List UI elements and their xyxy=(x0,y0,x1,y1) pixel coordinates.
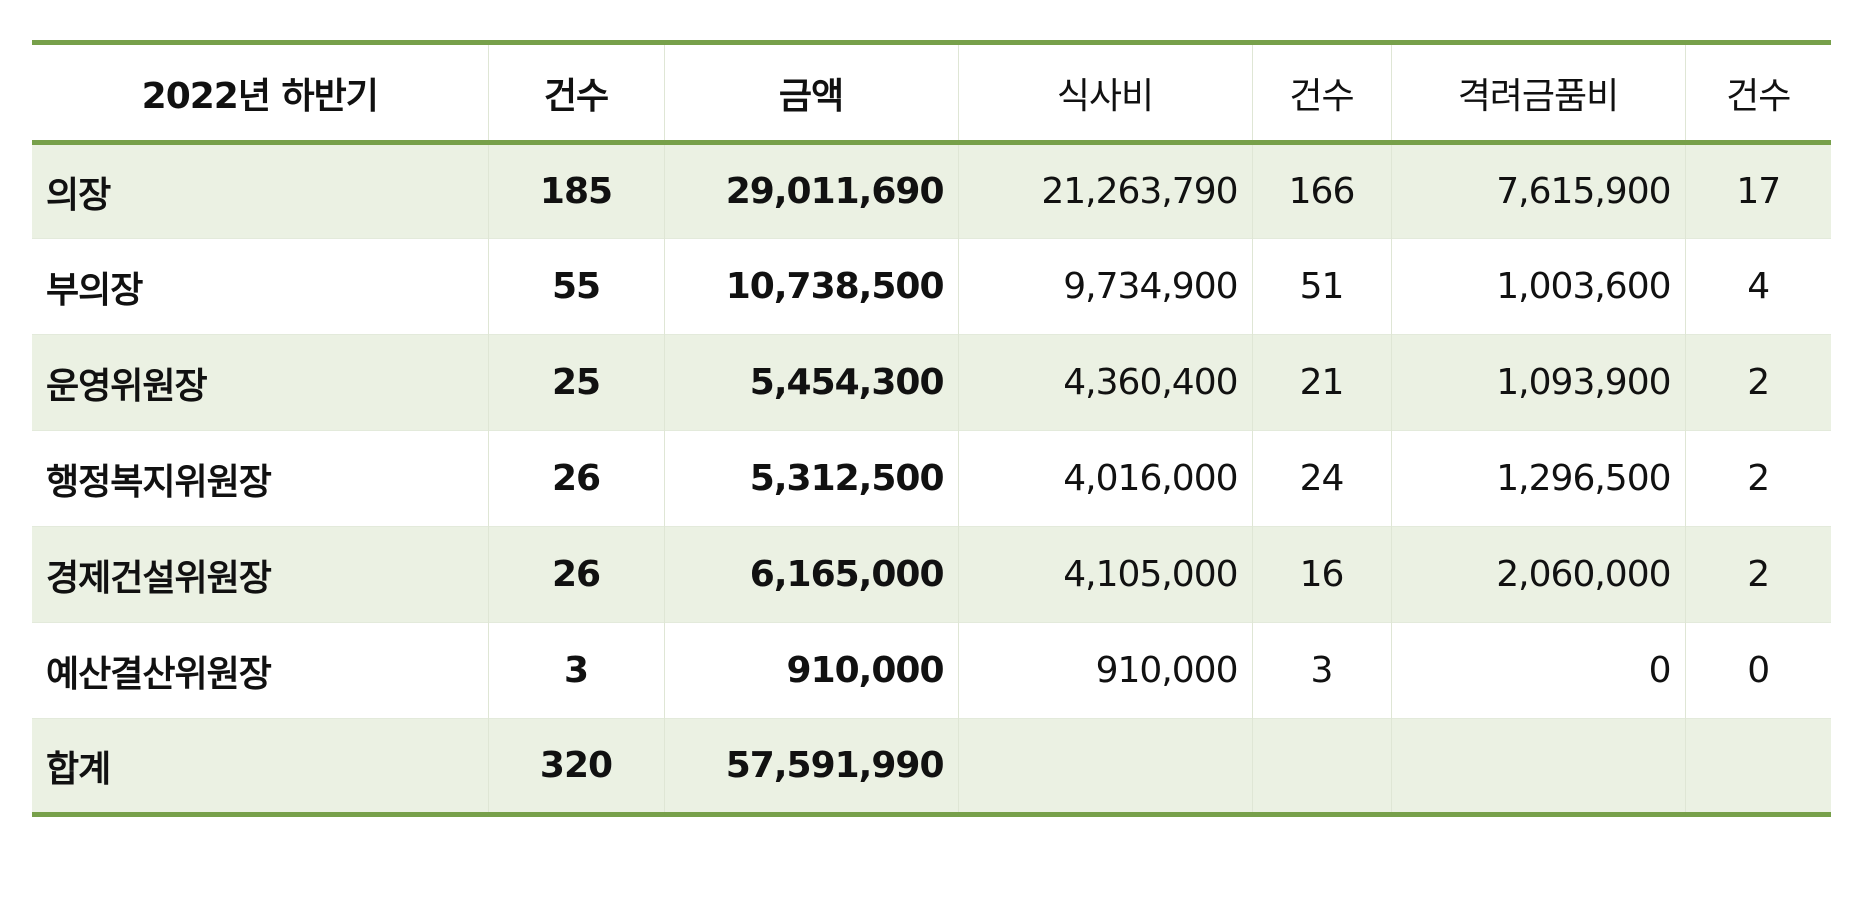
table-body: 의장 185 29,011,690 21,263,790 166 7,615,9… xyxy=(32,142,1831,815)
row-meal-count: 166 xyxy=(1252,142,1392,239)
table-row: 행정복지위원장 26 5,312,500 4,016,000 24 1,296,… xyxy=(32,430,1831,527)
total-count: 320 xyxy=(488,718,665,815)
row-meal: 21,263,790 xyxy=(958,142,1253,239)
row-name: 의장 xyxy=(32,142,489,239)
row-meal-count: 16 xyxy=(1252,526,1392,623)
row-gift: 7,615,900 xyxy=(1391,142,1686,239)
total-meal xyxy=(958,718,1253,815)
header-period: 2022년 하반기 xyxy=(32,42,489,143)
table-header: 2022년 하반기 건수 금액 식사비 건수 격려금품비 건수 xyxy=(32,42,1831,143)
total-label: 합계 xyxy=(32,718,489,815)
row-meal-count: 24 xyxy=(1252,430,1392,527)
row-meal: 9,734,900 xyxy=(958,238,1253,335)
row-name: 부의장 xyxy=(32,238,489,335)
row-amount: 10,738,500 xyxy=(664,238,959,335)
row-gift-count: 2 xyxy=(1685,430,1831,527)
table-row: 경제건설위원장 26 6,165,000 4,105,000 16 2,060,… xyxy=(32,526,1831,623)
header-amount: 금액 xyxy=(664,42,959,143)
total-meal-count xyxy=(1252,718,1392,815)
header-meal: 식사비 xyxy=(958,42,1253,143)
row-name: 행정복지위원장 xyxy=(32,430,489,527)
header-row: 2022년 하반기 건수 금액 식사비 건수 격려금품비 건수 xyxy=(32,42,1831,143)
row-amount: 6,165,000 xyxy=(664,526,959,623)
row-meal: 4,016,000 xyxy=(958,430,1253,527)
row-gift-count: 2 xyxy=(1685,334,1831,431)
total-gift-count xyxy=(1685,718,1831,815)
row-name: 운영위원장 xyxy=(32,334,489,431)
row-meal-count: 51 xyxy=(1252,238,1392,335)
row-gift: 1,093,900 xyxy=(1391,334,1686,431)
row-name: 예산결산위원장 xyxy=(32,622,489,719)
row-count: 3 xyxy=(488,622,665,719)
row-count: 185 xyxy=(488,142,665,239)
row-gift-count: 17 xyxy=(1685,142,1831,239)
header-count: 건수 xyxy=(488,42,665,143)
expense-table: 2022년 하반기 건수 금액 식사비 건수 격려금품비 건수 의장 185 2… xyxy=(32,40,1831,817)
row-count: 55 xyxy=(488,238,665,335)
row-gift-count: 2 xyxy=(1685,526,1831,623)
row-gift-count: 0 xyxy=(1685,622,1831,719)
total-amount: 57,591,990 xyxy=(664,718,959,815)
row-gift: 1,003,600 xyxy=(1391,238,1686,335)
row-meal: 4,105,000 xyxy=(958,526,1253,623)
row-amount: 29,011,690 xyxy=(664,142,959,239)
row-gift: 1,296,500 xyxy=(1391,430,1686,527)
table-row: 운영위원장 25 5,454,300 4,360,400 21 1,093,90… xyxy=(32,334,1831,431)
row-meal-count: 21 xyxy=(1252,334,1392,431)
row-amount: 5,454,300 xyxy=(664,334,959,431)
row-gift-count: 4 xyxy=(1685,238,1831,335)
row-amount: 5,312,500 xyxy=(664,430,959,527)
row-gift: 2,060,000 xyxy=(1391,526,1686,623)
row-meal: 910,000 xyxy=(958,622,1253,719)
header-meal-count: 건수 xyxy=(1252,42,1392,143)
row-meal: 4,360,400 xyxy=(958,334,1253,431)
table-row: 부의장 55 10,738,500 9,734,900 51 1,003,600… xyxy=(32,238,1831,335)
row-name: 경제건설위원장 xyxy=(32,526,489,623)
table-row: 의장 185 29,011,690 21,263,790 166 7,615,9… xyxy=(32,142,1831,239)
row-count: 26 xyxy=(488,526,665,623)
row-count: 25 xyxy=(488,334,665,431)
total-row: 합계 320 57,591,990 xyxy=(32,718,1831,815)
total-gift xyxy=(1391,718,1686,815)
row-amount: 910,000 xyxy=(664,622,959,719)
header-gift-count: 건수 xyxy=(1726,75,1791,117)
row-gift: 0 xyxy=(1391,622,1686,719)
row-count: 26 xyxy=(488,430,665,527)
header-gift: 격려금품비 xyxy=(1391,42,1686,143)
table-row: 예산결산위원장 3 910,000 910,000 3 0 0 xyxy=(32,622,1831,719)
expense-table-container: 2022년 하반기 건수 금액 식사비 건수 격려금품비 건수 의장 185 2… xyxy=(32,40,1831,817)
row-meal-count: 3 xyxy=(1252,622,1392,719)
